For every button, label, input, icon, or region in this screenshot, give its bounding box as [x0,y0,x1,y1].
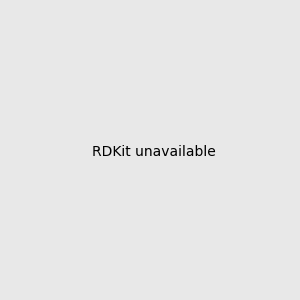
Text: RDKit unavailable: RDKit unavailable [92,145,216,158]
